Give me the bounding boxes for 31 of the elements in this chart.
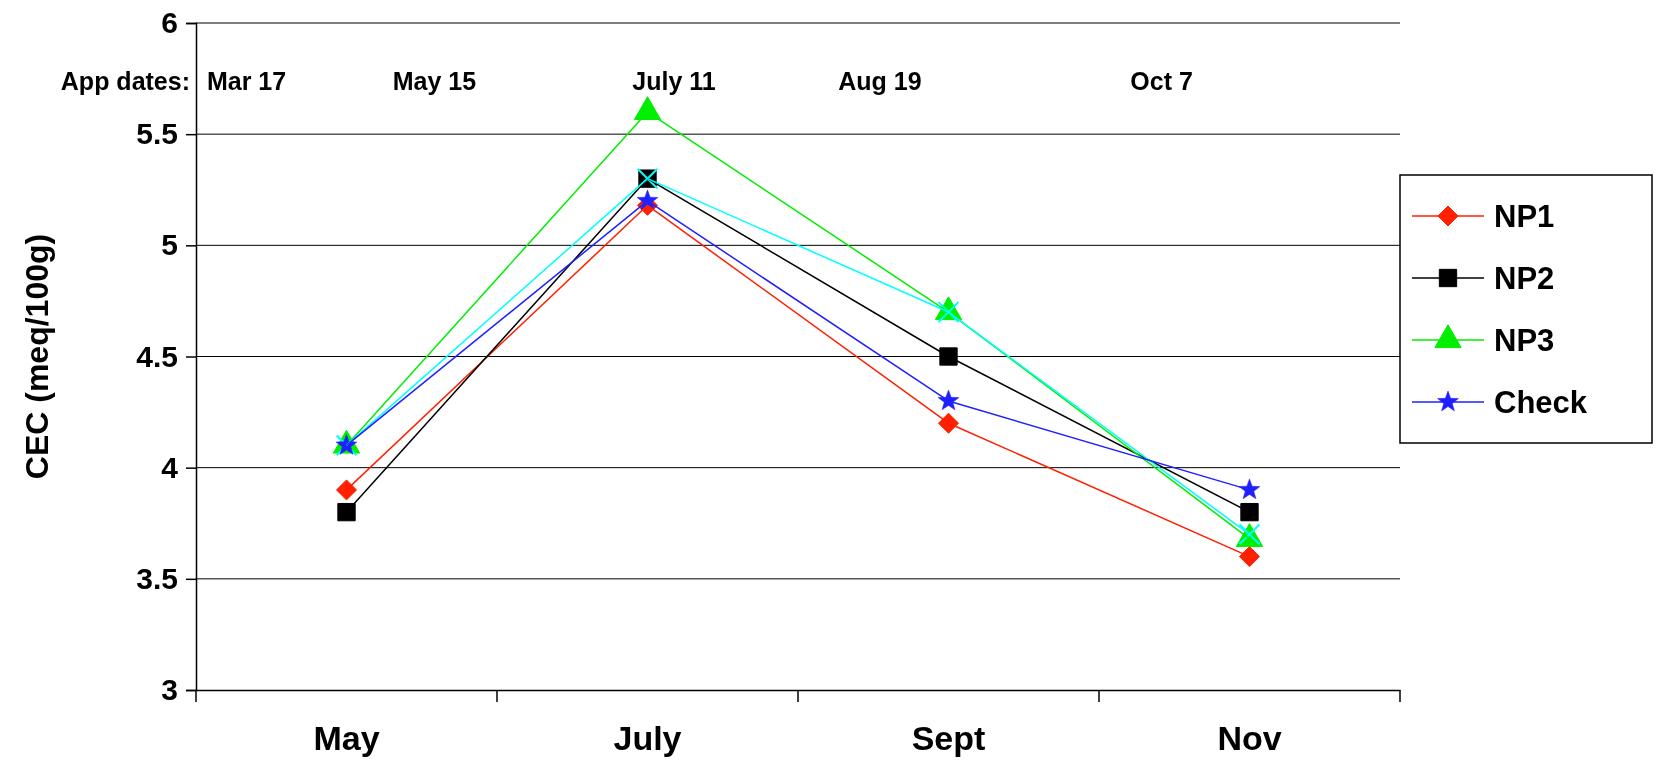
point: [636, 189, 659, 211]
point: [1238, 478, 1261, 500]
annotation: May 15: [392, 67, 477, 95]
legend-label: NP1: [1494, 199, 1555, 234]
point: [1239, 546, 1260, 568]
y-tick-label: 5.5: [136, 117, 178, 151]
x-tick-label: Sept: [911, 719, 986, 758]
point: [336, 479, 357, 501]
text: App dates:: [60, 67, 190, 95]
y-tick-label: 3: [161, 673, 178, 707]
legend-label: NP2: [1494, 261, 1555, 296]
annotation: Mar 17: [206, 67, 287, 95]
annotation: Oct 7: [1130, 67, 1193, 95]
y-tick-label: 3.5: [136, 561, 178, 595]
y-tick-label: 5: [161, 228, 178, 262]
point: [337, 502, 356, 522]
y-tick-label: 6: [161, 6, 178, 40]
annotation: July 11: [632, 67, 716, 95]
point: [1240, 502, 1259, 522]
point: [938, 412, 959, 434]
y-axis-title: CEC (meq/100g): [19, 233, 55, 480]
legend-label: NP3: [1494, 323, 1555, 358]
point: [939, 347, 958, 366]
y-tick-label: 4: [161, 450, 179, 484]
annotation: Aug 19: [838, 67, 922, 95]
y-tick-label: 4.5: [136, 339, 178, 373]
point: [937, 389, 960, 411]
x-tick-label: Nov: [1217, 719, 1282, 758]
x-tick-label: May: [313, 719, 380, 758]
legend-label: Check: [1494, 385, 1588, 420]
x-tick-label: July: [613, 719, 682, 758]
